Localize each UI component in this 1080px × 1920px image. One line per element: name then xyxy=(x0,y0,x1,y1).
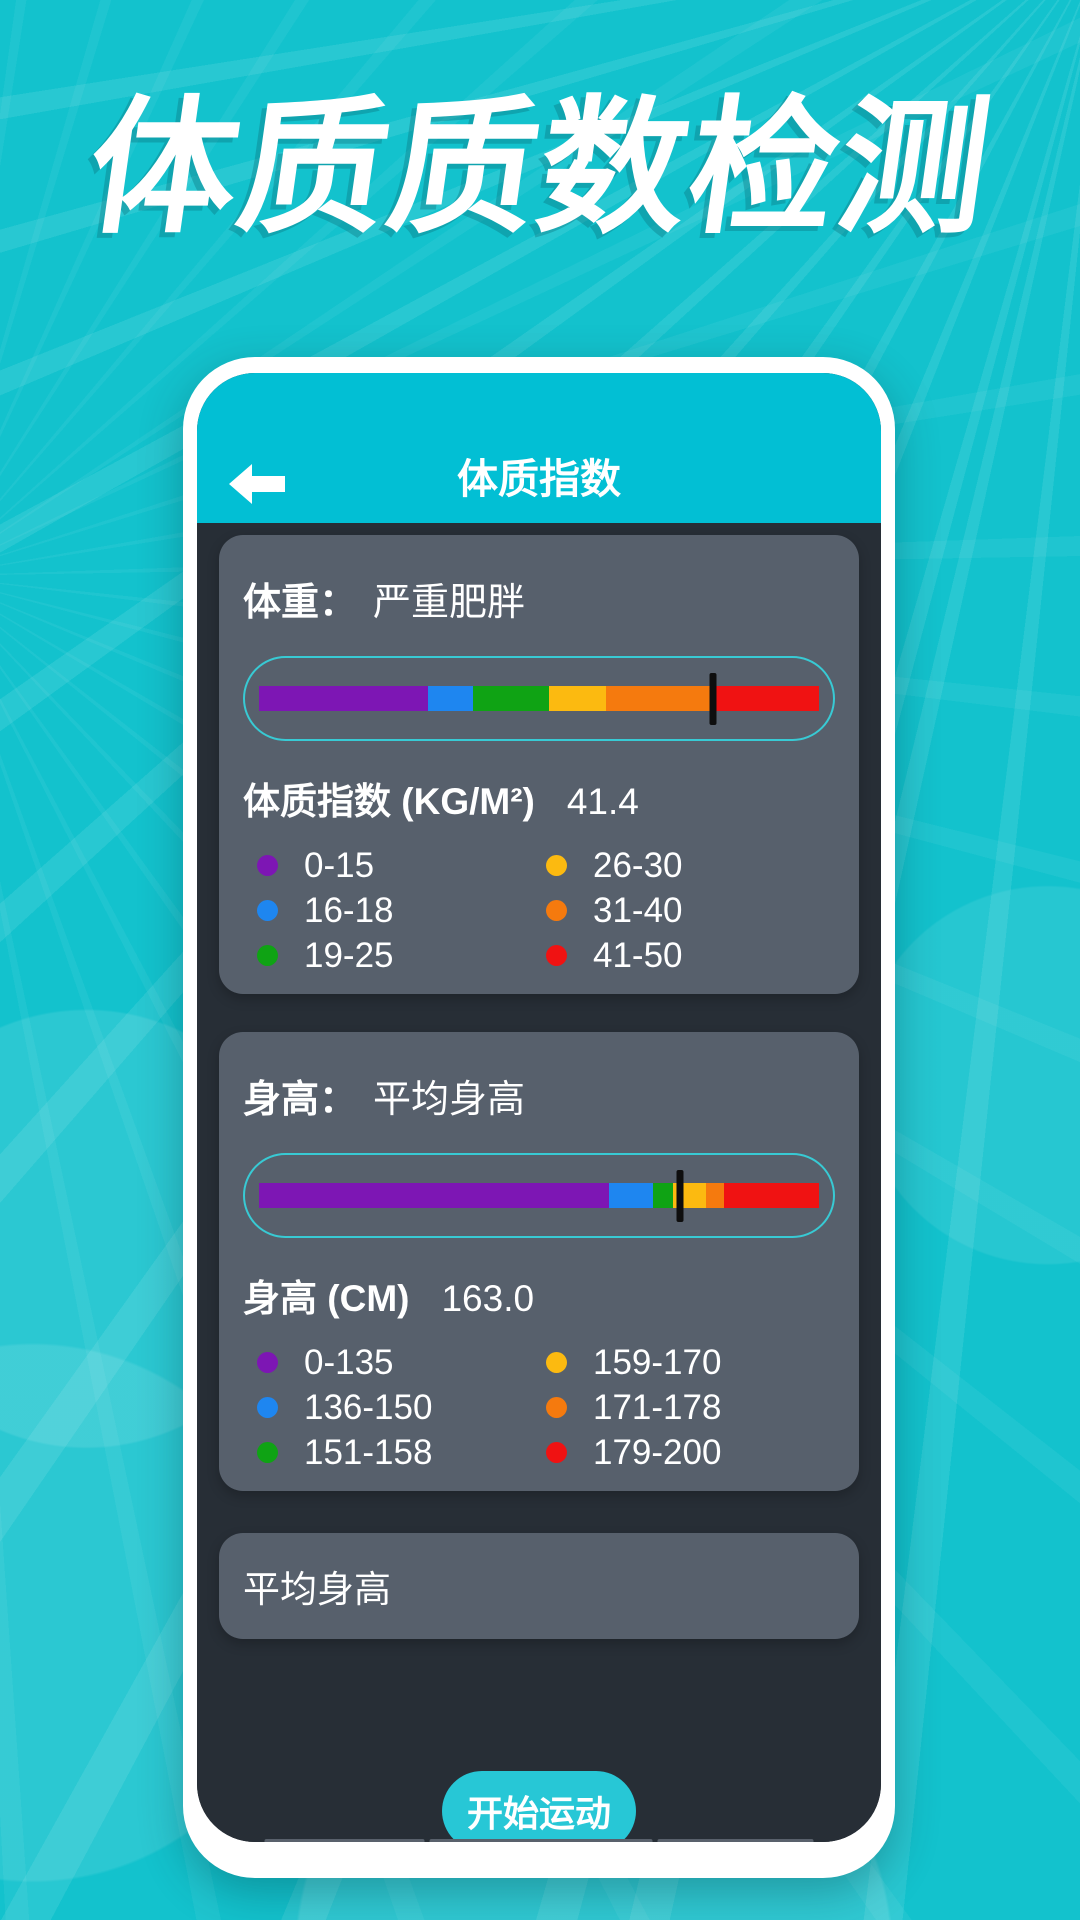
legend-label: 31-40 xyxy=(593,890,683,930)
legend-dot-icon xyxy=(257,1352,278,1373)
weight-label: 体重： xyxy=(243,582,358,624)
legend-dot-icon xyxy=(546,945,567,966)
bmi-metric-row: 体质指数 (KG/M²) 41.4 xyxy=(243,771,835,825)
height-gauge-frame xyxy=(243,1153,835,1238)
range-segment xyxy=(706,1183,725,1208)
legend-item: 136-150 xyxy=(257,1385,546,1430)
legend-item: 159-170 xyxy=(546,1340,835,1385)
legend-dot-icon xyxy=(257,855,278,876)
height-metric-value: 163.0 xyxy=(441,1278,535,1319)
legend-dot-icon xyxy=(257,1442,278,1463)
legend-item: 171-178 xyxy=(546,1385,835,1430)
legend-dot-icon xyxy=(257,1397,278,1418)
range-segment xyxy=(606,686,713,711)
range-segment xyxy=(724,1183,819,1208)
header-title: 体质指数 xyxy=(457,456,621,502)
start-exercise-button[interactable]: 开始运动 xyxy=(442,1771,636,1842)
bmi-metric-label: 体质指数 (KG/M²) xyxy=(243,781,535,822)
bmi-legend: 0-15 16-18 19-25 26-30 31-40 41-50 xyxy=(243,843,835,978)
arrow-left-icon xyxy=(229,464,285,504)
bmi-range-bar xyxy=(259,672,819,725)
bottom-bar-middle xyxy=(429,1839,653,1842)
legend-label: 136-150 xyxy=(304,1387,433,1427)
legend-item: 179-200 xyxy=(546,1430,835,1475)
height-status: 平均身高 xyxy=(373,1079,526,1121)
height-card: 身高： 平均身高 身高 (CM) 163.0 0-135 136-150 151-158… xyxy=(219,1032,859,1491)
legend-item: 16-18 xyxy=(257,888,546,933)
legend-label: 159-170 xyxy=(593,1342,722,1382)
legend-item: 19-25 xyxy=(257,933,546,978)
legend-item: 151-158 xyxy=(257,1430,546,1475)
legend-item: 31-40 xyxy=(546,888,835,933)
legend-dot-icon xyxy=(546,900,567,921)
value-marker xyxy=(709,672,717,725)
bmi-metric-value: 41.4 xyxy=(566,781,639,822)
legend-label: 41-50 xyxy=(593,935,683,975)
phone-mockup: 体质指数 体重： 严重肥胖 体质指数 (KG/M²) 41.4 0-15 16-18 1… xyxy=(183,357,895,1878)
legend-item: 41-50 xyxy=(546,933,835,978)
legend-item: 0-135 xyxy=(257,1340,546,1385)
legend-label: 0-15 xyxy=(304,845,375,885)
legend-label: 19-25 xyxy=(304,935,394,975)
page-title: 体质质数检测 xyxy=(0,84,1080,254)
range-segment xyxy=(428,686,474,711)
weight-card: 体重： 严重肥胖 体质指数 (KG/M²) 41.4 0-15 16-18 19-25 2… xyxy=(219,535,859,994)
height-legend: 0-135 136-150 151-158 159-170 171-178 179-200 xyxy=(243,1340,835,1475)
weight-status: 严重肥胖 xyxy=(373,582,526,624)
app-screen: 体质指数 体重： 严重肥胖 体质指数 (KG/M²) 41.4 0-15 16-18 1… xyxy=(197,373,881,1842)
range-segment xyxy=(653,1183,673,1208)
legend-label: 179-200 xyxy=(593,1432,722,1472)
weight-card-title: 体重： 严重肥胖 xyxy=(243,571,835,626)
legend-item: 26-30 xyxy=(546,843,835,888)
height-card-title: 身高： 平均身高 xyxy=(243,1068,835,1123)
legend-dot-icon xyxy=(546,855,567,876)
height-metric-row: 身高 (CM) 163.0 xyxy=(243,1268,835,1322)
value-marker xyxy=(676,1169,684,1222)
legend-label: 171-178 xyxy=(593,1387,722,1427)
legend-dot-icon xyxy=(257,945,278,966)
legend-item: 0-15 xyxy=(257,843,546,888)
range-segment xyxy=(259,686,429,711)
summary-text: 平均身高 xyxy=(243,1569,391,1610)
range-segment xyxy=(712,686,819,711)
app-header: 体质指数 xyxy=(197,373,881,523)
bmi-gauge-frame xyxy=(243,656,835,741)
legend-dot-icon xyxy=(546,1397,567,1418)
legend-dot-icon xyxy=(257,900,278,921)
legend-label: 26-30 xyxy=(593,845,683,885)
back-button[interactable] xyxy=(229,463,285,505)
bottom-bars xyxy=(264,1839,814,1842)
height-metric-label: 身高 (CM) xyxy=(243,1278,410,1319)
bottom-bar-right xyxy=(657,1839,814,1842)
legend-dot-icon xyxy=(546,1442,567,1463)
range-segment xyxy=(549,686,607,711)
range-segment xyxy=(259,1183,609,1208)
screen-body: 体重： 严重肥胖 体质指数 (KG/M²) 41.4 0-15 16-18 19-25 2… xyxy=(197,523,881,1842)
range-segment xyxy=(473,686,550,711)
page-title-text: 体质质数检测 xyxy=(78,86,1002,251)
summary-card: 平均身高 xyxy=(219,1533,859,1639)
legend-label: 16-18 xyxy=(304,890,394,930)
bottom-bar-left xyxy=(264,1839,425,1842)
legend-dot-icon xyxy=(546,1352,567,1373)
legend-label: 151-158 xyxy=(304,1432,433,1472)
height-range-bar xyxy=(259,1169,819,1222)
range-segment xyxy=(609,1183,654,1208)
legend-label: 0-135 xyxy=(304,1342,394,1382)
height-label: 身高： xyxy=(243,1079,358,1121)
